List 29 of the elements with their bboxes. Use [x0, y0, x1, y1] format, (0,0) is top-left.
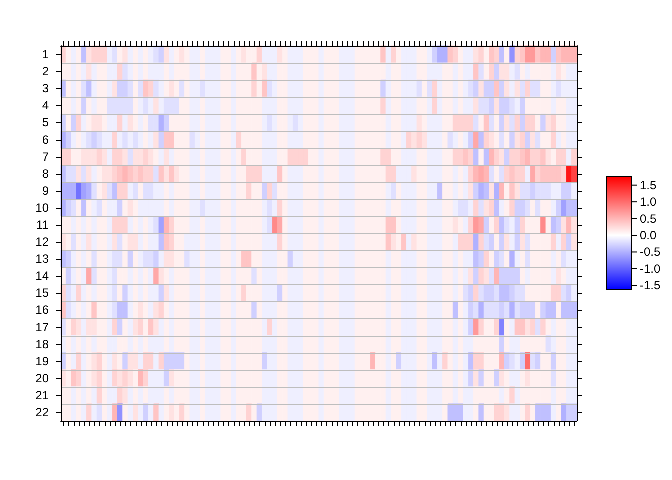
y-tick-label: 22 [36, 405, 50, 420]
y-tick-label: 11 [36, 218, 50, 232]
y-tick-label: 9 [42, 184, 50, 198]
color-bar-label: -1.0 [640, 262, 662, 276]
y-tick-label: 5 [42, 116, 50, 130]
y-tick-label: 14 [36, 269, 50, 284]
y-tick-label: 13 [36, 252, 50, 266]
y-tick-label: 2 [42, 64, 50, 79]
y-tick-label: 4 [42, 98, 50, 113]
y-tick-label: 17 [36, 320, 50, 334]
y-tick-label: 21 [36, 388, 50, 402]
y-tick-label: 16 [36, 303, 50, 318]
y-tick-label: 6 [42, 132, 50, 147]
color-bar-label: -0.5 [640, 245, 662, 260]
y-tick-label: 1 [42, 48, 50, 62]
y-tick-label: 19 [36, 354, 50, 368]
y-tick-label: 10 [36, 200, 50, 215]
y-tick-label: 12 [36, 235, 50, 250]
y-tick-label: 15 [36, 286, 50, 300]
color-bar-label: 1.5 [640, 178, 658, 192]
y-tick-label: 3 [42, 82, 50, 96]
y-tick-label: 18 [36, 337, 50, 352]
y-tick-label: 7 [42, 150, 50, 164]
color-bar-label: 0.0 [640, 228, 658, 243]
color-bar-label: -1.5 [640, 278, 662, 293]
y-tick-label: 20 [36, 371, 50, 386]
color-bar-label: 0.5 [640, 212, 658, 226]
y-tick-label: 8 [42, 166, 50, 181]
color-bar-label: 1.0 [640, 195, 658, 210]
